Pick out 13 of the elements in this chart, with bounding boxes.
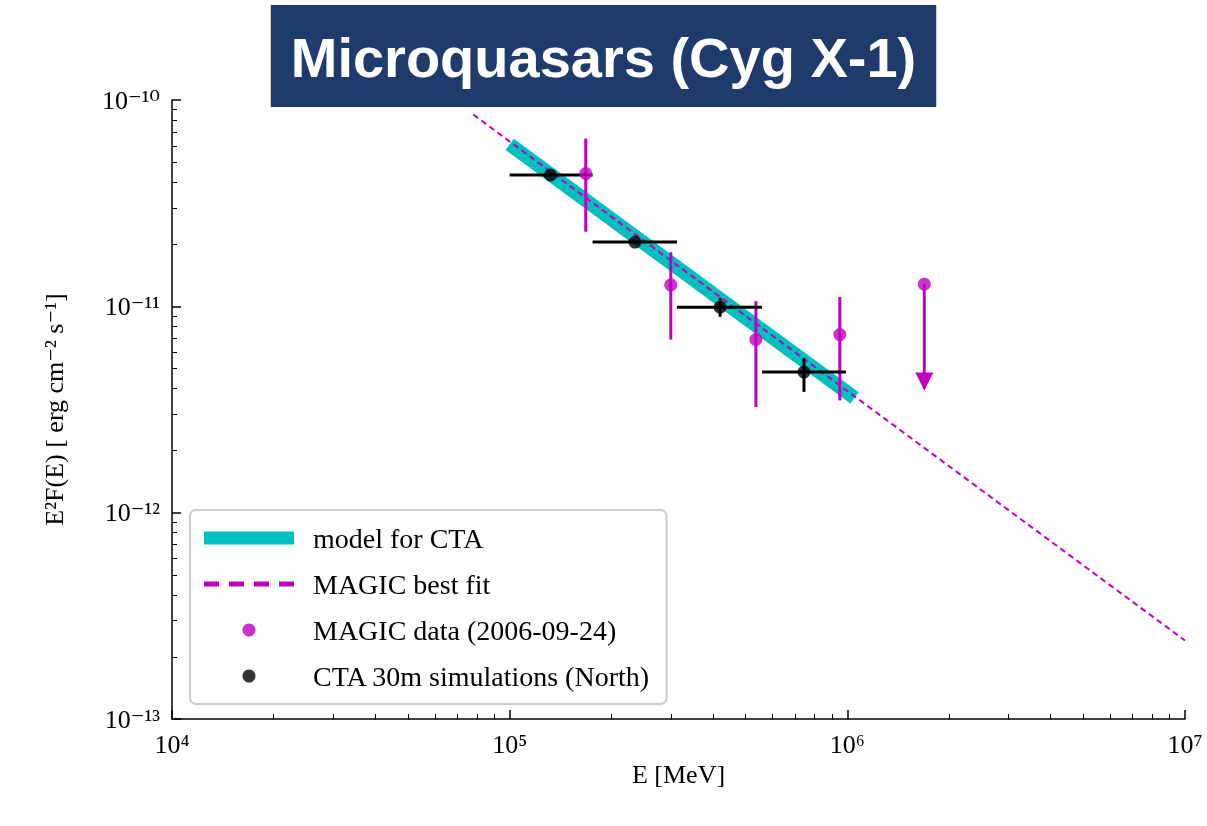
x-axis-title: E [MeV] xyxy=(631,760,726,790)
y-tick-label: 10⁻¹¹ xyxy=(104,291,160,321)
legend-label: CTA 30m simulations (North) xyxy=(313,660,650,692)
x-tick-label: 10⁵ xyxy=(492,729,528,759)
legend-label: model for CTA xyxy=(313,522,485,554)
legend-label: MAGIC data (2006-09-24) xyxy=(313,614,617,646)
y-axis-title: E²F(E) [ erg cm⁻² s⁻¹] xyxy=(39,293,69,526)
y-tick-label: 10⁻¹⁰ xyxy=(102,85,160,115)
x-tick-label: 10⁷ xyxy=(1167,729,1203,759)
legend-label: MAGIC best fit xyxy=(313,568,491,600)
x-tick-label: 10⁶ xyxy=(829,729,865,759)
chart-title: Microquasars (Cyg X-1) xyxy=(290,25,917,89)
y-tick-label: 10⁻¹² xyxy=(104,498,161,528)
